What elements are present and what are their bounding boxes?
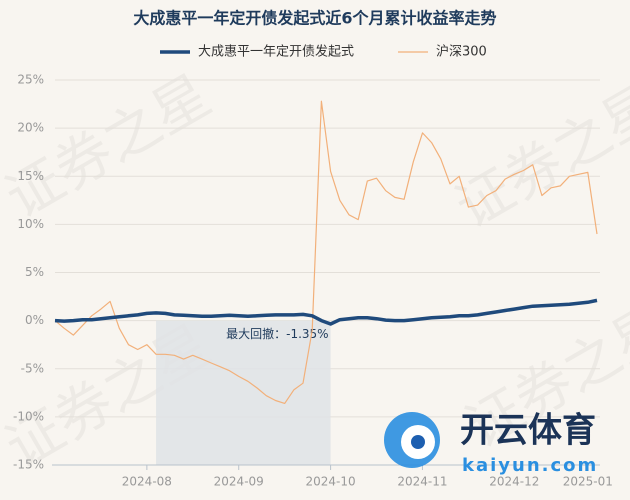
y-tick-label: 0% xyxy=(25,313,44,327)
x-tick-label: 2024-11 xyxy=(397,475,447,489)
logo-url: kaiyun.com xyxy=(462,455,598,476)
logo-name: 开云体育 xyxy=(460,411,596,451)
logo: 开云体育 kaiyun.com xyxy=(384,411,598,476)
y-tick-label: 15% xyxy=(17,169,44,183)
y-tick-label: 5% xyxy=(25,265,44,279)
y-tick-label: 10% xyxy=(17,217,44,231)
y-tick-label: -5% xyxy=(21,361,44,375)
y-tick-label: 20% xyxy=(17,121,44,135)
y-tick-label: -10% xyxy=(13,409,44,423)
chart-title: 大成惠平一年定开债发起式近6个月累计收益率走势 xyxy=(133,9,496,28)
y-tick-label: 25% xyxy=(17,73,44,87)
x-tick-label: 2024-09 xyxy=(214,475,264,489)
drawdown-region xyxy=(156,320,331,465)
legend-label: 沪深300 xyxy=(436,44,487,60)
logo-icon-dot xyxy=(411,435,425,449)
x-tick-label: 2024-12 xyxy=(489,475,539,489)
y-tick-label: -15% xyxy=(13,458,44,472)
x-tick-label: 2024-10 xyxy=(306,475,356,489)
x-tick-label: 2024-08 xyxy=(122,475,172,489)
series-line xyxy=(54,100,598,404)
legend-label: 大成惠平一年定开债发起式 xyxy=(198,44,354,60)
series-line xyxy=(54,298,598,326)
x-tick-label: 2025-01 xyxy=(563,475,613,489)
drawdown-label: 最大回撤：-1.35% xyxy=(226,326,328,341)
